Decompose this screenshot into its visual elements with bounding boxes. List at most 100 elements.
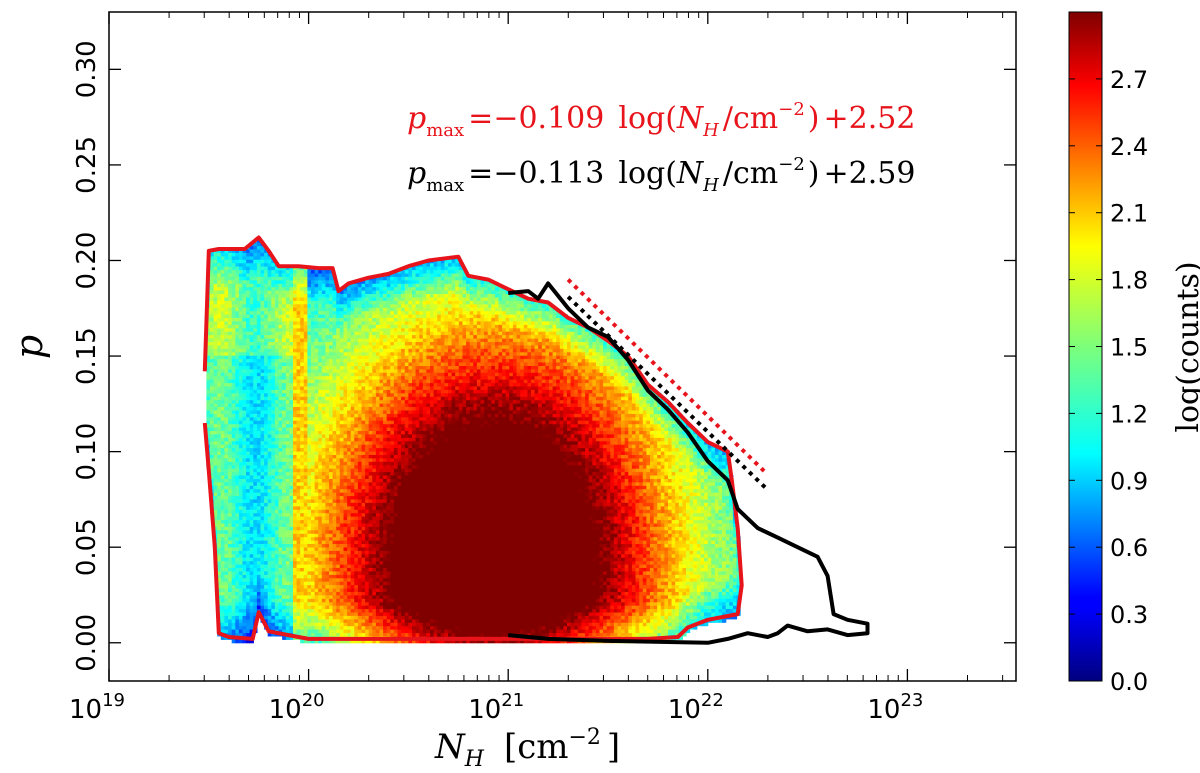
heatmap-cell: [336, 505, 341, 510]
heatmap-cell: [253, 331, 258, 336]
heatmap-cell: [267, 444, 272, 449]
heatmap-cell: [314, 536, 319, 541]
heatmap-cell: [336, 478, 341, 483]
heatmap-cell: [314, 272, 319, 277]
heatmap-cell: [293, 372, 298, 377]
heatmap-cell: [217, 409, 222, 414]
heatmap-cell: [321, 522, 326, 527]
heatmap-cell: [303, 608, 308, 613]
heatmap-cell: [303, 355, 308, 360]
heatmap-cell: [314, 375, 319, 380]
heatmap-cell: [354, 283, 359, 288]
heatmap-cell: [293, 389, 298, 394]
heatmap-cell: [282, 290, 287, 294]
heatmap-cell: [303, 605, 308, 610]
heatmap-cell: [314, 362, 319, 366]
heatmap-cell: [293, 464, 298, 469]
heatmap-cell: [354, 516, 359, 521]
heatmap-cell: [354, 468, 359, 473]
heatmap-cell: [213, 269, 218, 274]
heatmap-cell: [278, 427, 283, 431]
heatmap-cell: [357, 389, 363, 394]
heatmap-cell: [325, 492, 330, 497]
heatmap-cell: [253, 375, 258, 380]
heatmap-cell: [361, 307, 366, 312]
heatmap-cell: [213, 279, 218, 284]
heatmap-cell: [220, 605, 225, 610]
heatmap-cell: [361, 498, 366, 503]
heatmap-cell: [307, 320, 312, 325]
heatmap-cell: [249, 375, 254, 380]
heatmap-cell: [318, 622, 323, 627]
heatmap-cell: [228, 279, 233, 284]
heatmap-cell: [228, 382, 233, 387]
heatmap-cell: [271, 622, 276, 627]
heatmap-cell: [357, 567, 363, 572]
heatmap-cell: [314, 632, 319, 637]
heatmap-cell: [293, 358, 298, 363]
heatmap-cell: [303, 505, 308, 510]
heatmap-cell: [354, 290, 359, 294]
heatmap-cell: [357, 475, 363, 479]
heatmap-cell: [347, 355, 352, 360]
heatmap-cell: [311, 502, 316, 507]
heatmap-cell: [231, 505, 236, 510]
heatmap-cell: [264, 464, 269, 469]
heatmap-cell: [343, 331, 348, 336]
heatmap-cell: [368, 389, 373, 394]
heatmap-cell: [296, 588, 301, 592]
heatmap-cell: [220, 368, 225, 373]
heatmap-cell: [278, 533, 283, 538]
heatmap-cell: [350, 420, 355, 425]
heatmap-cell: [368, 338, 373, 342]
heatmap-cell: [238, 488, 244, 493]
heatmap-cell: [278, 423, 283, 428]
heatmap-cell: [271, 396, 276, 401]
heatmap-cell: [303, 543, 308, 548]
heatmap-cell: [285, 478, 290, 483]
heatmap-cell: [339, 314, 344, 318]
heatmap-cell: [210, 286, 215, 291]
heatmap-cell: [343, 382, 348, 387]
heatmap-cell: [278, 553, 283, 558]
heatmap-cell: [365, 303, 370, 308]
heatmap-cell: [210, 259, 215, 264]
heatmap-cell: [220, 276, 225, 281]
heatmap-cell: [289, 344, 294, 349]
heatmap-cell: [242, 372, 247, 377]
heatmap-cell: [235, 413, 240, 418]
heatmap-cell: [264, 344, 269, 349]
heatmap-cell: [260, 495, 265, 500]
heatmap-cell: [332, 553, 337, 558]
heatmap-cell: [296, 324, 301, 329]
heatmap-cell: [329, 307, 334, 312]
heatmap-cell: [300, 495, 305, 500]
heatmap-cell: [303, 276, 308, 281]
heatmap-cell: [296, 379, 301, 384]
heatmap-cell: [213, 255, 218, 260]
heatmap-cell: [336, 570, 341, 575]
heatmap-cell: [246, 601, 251, 606]
heatmap-cell: [282, 338, 287, 342]
heatmap-cell: [224, 269, 229, 274]
heatmap-cell: [217, 324, 222, 329]
heatmap-cell: [282, 399, 287, 404]
heatmap-cell: [343, 625, 348, 630]
heatmap-cell: [271, 581, 276, 586]
heatmap-cell: [361, 368, 366, 373]
heatmap-cell: [285, 581, 290, 586]
heatmap-cell: [256, 451, 262, 455]
heatmap-cell: [307, 516, 312, 521]
heatmap-cell: [246, 392, 251, 397]
heatmap-cell: [235, 516, 240, 521]
heatmap-cell: [235, 262, 240, 267]
heatmap-cell: [271, 498, 276, 503]
heatmap-cell: [210, 468, 215, 473]
heatmap-cell: [357, 314, 363, 318]
heatmap-cell: [332, 581, 337, 586]
heatmap-cell: [339, 570, 344, 575]
heatmap-cell: [339, 362, 344, 366]
heatmap-cell: [300, 368, 305, 373]
heatmap-cell: [282, 495, 287, 500]
heatmap-cell: [347, 372, 352, 377]
